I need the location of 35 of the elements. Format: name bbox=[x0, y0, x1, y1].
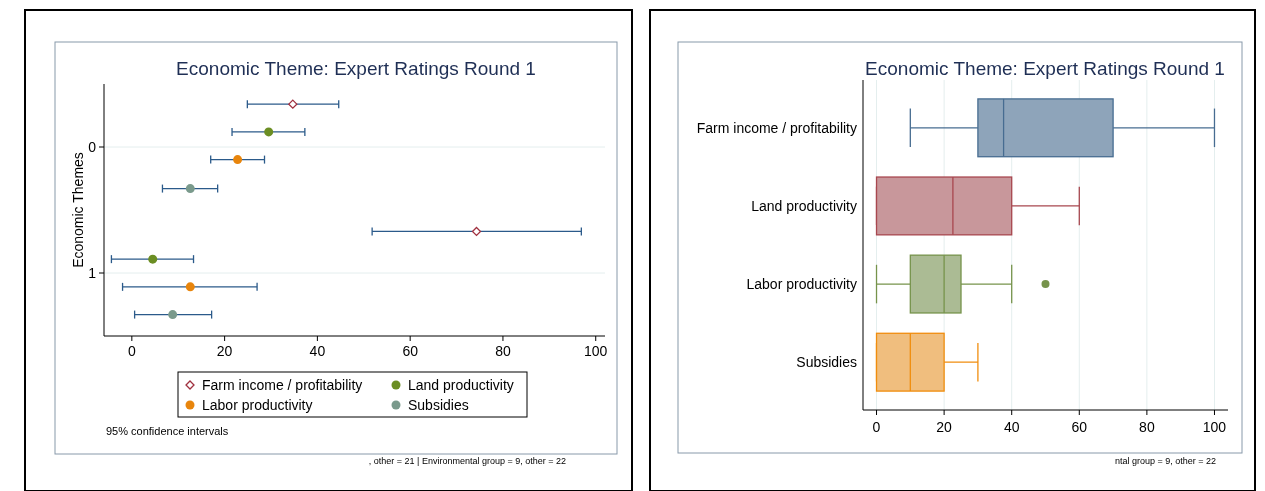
chart-title: Economic Theme: Expert Ratings Round 1 bbox=[865, 58, 1225, 79]
text: ntal group = 9, other = 22 bbox=[1114, 456, 1216, 466]
x-tick-label: 80 bbox=[1139, 419, 1155, 435]
x-tick-label: 60 bbox=[402, 343, 419, 359]
y-tick-label: Subsidies bbox=[796, 354, 857, 371]
chart-title: Economic Theme: Expert Ratings Round 1 bbox=[176, 58, 536, 79]
x-tick-label: 40 bbox=[1003, 419, 1020, 435]
y-tick-label: 1 bbox=[88, 265, 97, 281]
point bbox=[288, 99, 298, 109]
point bbox=[185, 184, 195, 194]
text: 95% confidence intervals bbox=[106, 425, 229, 437]
legend-label: Land productivity bbox=[408, 377, 514, 393]
legend-label: Labor productivity bbox=[202, 397, 313, 413]
y-tick-label: Labor productivity bbox=[746, 276, 857, 293]
x-tick-label: 0 bbox=[872, 419, 881, 435]
legend-label: Subsidies bbox=[408, 397, 469, 413]
point bbox=[185, 282, 195, 292]
x-tick-label: 20 bbox=[216, 343, 233, 359]
x-tick-label: 100 bbox=[584, 343, 608, 359]
y-axis-title: Economic Themes bbox=[70, 152, 86, 268]
point bbox=[264, 127, 274, 137]
text: , other = 21 | Environmental group = 9, other = 22 bbox=[368, 456, 566, 466]
x-tick-label: 80 bbox=[495, 343, 511, 359]
x-tick-label: 40 bbox=[309, 343, 326, 359]
point bbox=[233, 155, 243, 165]
legend-label: Farm income / profitability bbox=[202, 377, 363, 393]
point bbox=[471, 226, 482, 237]
point bbox=[168, 310, 178, 320]
y-tick-label: Land productivity bbox=[751, 197, 857, 214]
x-tick-label: 20 bbox=[936, 419, 953, 435]
y-tick-label: Farm income / profitability bbox=[696, 119, 857, 136]
x-tick-label: 60 bbox=[1071, 419, 1088, 435]
x-tick-label: 100 bbox=[1202, 419, 1227, 435]
x-tick-label: 0 bbox=[127, 343, 136, 359]
point bbox=[148, 254, 158, 264]
